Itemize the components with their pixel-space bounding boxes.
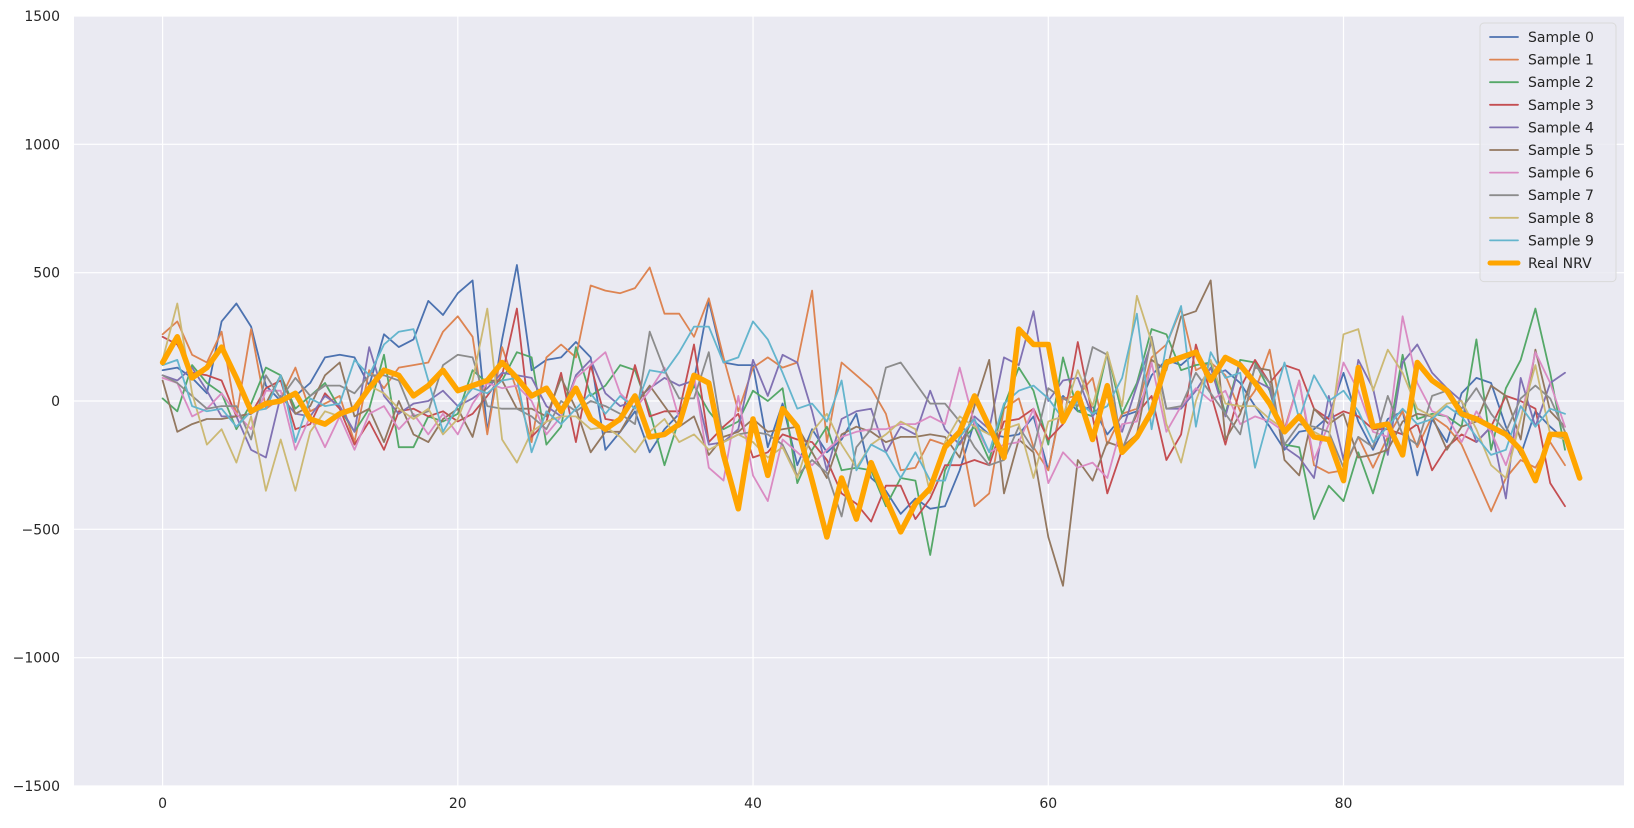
y-tick-label: 1000 (24, 137, 60, 153)
x-tick-label: 20 (449, 796, 467, 812)
legend-label: Sample 3 (1528, 98, 1594, 114)
legend-label: Sample 2 (1528, 75, 1594, 91)
series-lines (159, 264, 1583, 587)
legend-label: Sample 9 (1528, 233, 1594, 249)
series-line-real-nrv (159, 326, 1583, 540)
legend-label: Sample 6 (1528, 166, 1594, 182)
x-tick-label: 60 (1039, 796, 1057, 812)
legend: Sample 0 Sample 1 Sample 2 Sample 3 Sample 4… (1479, 22, 1617, 283)
series-line-sample-7 (161, 330, 1566, 518)
y-tick-label: 0 (51, 394, 60, 410)
tick-labels: 0 20 40 60 80 −1500 −1000 −500 0 500 1000 1500 (13, 9, 1353, 812)
y-tick-label: −500 (22, 522, 60, 538)
legend-label: Sample 0 (1528, 30, 1594, 46)
legend-label: Sample 5 (1528, 143, 1594, 159)
x-tick-label: 40 (744, 796, 762, 812)
legend-label: Sample 8 (1528, 211, 1594, 227)
series-line-sample-1 (161, 266, 1566, 513)
legend-label: Sample 4 (1528, 120, 1594, 136)
y-tick-label: −1000 (13, 651, 60, 667)
y-tick-label: −1500 (13, 779, 60, 795)
legend-label: Sample 1 (1528, 53, 1594, 69)
x-tick-label: 80 (1335, 796, 1353, 812)
legend-label: Sample 7 (1528, 188, 1594, 204)
y-tick-label: 1500 (24, 9, 60, 25)
legend-label: Real NRV (1528, 256, 1592, 272)
series-line-sample-6 (161, 315, 1566, 503)
series-line-sample-4 (161, 310, 1566, 500)
series-line-sample-2 (161, 307, 1566, 556)
series-line-sample-9 (161, 305, 1566, 482)
x-tick-label: 0 (158, 796, 167, 812)
y-tick-label: 500 (33, 266, 60, 282)
